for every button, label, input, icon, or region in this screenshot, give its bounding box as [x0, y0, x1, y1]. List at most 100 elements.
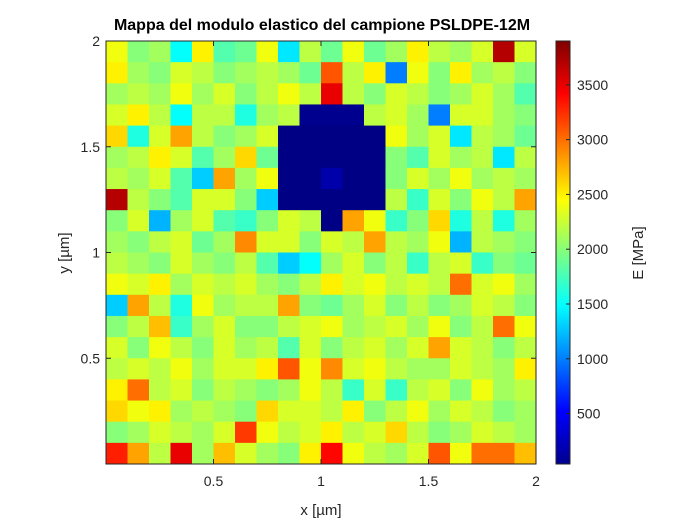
heatmap-cell — [342, 421, 365, 444]
heatmap-cell — [471, 189, 494, 211]
heatmap-cell — [450, 400, 472, 423]
heatmap-cell — [278, 252, 300, 275]
heatmap-cell — [514, 231, 537, 253]
heatmap-cell — [471, 358, 494, 380]
heatmap-cell — [342, 167, 365, 190]
y-tick-label: 0.5 — [81, 350, 101, 366]
heatmap-cell — [299, 421, 322, 444]
heatmap-cell — [192, 400, 214, 423]
heatmap-cell — [299, 167, 322, 190]
heatmap-cell — [256, 252, 279, 275]
heatmap-cell — [342, 189, 365, 211]
heatmap-cell — [235, 400, 257, 423]
heatmap-cell — [278, 273, 300, 296]
heatmap-cell — [514, 167, 537, 190]
heatmap-cell — [127, 252, 150, 275]
heatmap-cell — [428, 337, 451, 359]
heatmap-cell — [385, 358, 408, 380]
x-axis-label: x [µm] — [300, 502, 341, 519]
heatmap-cell — [278, 167, 300, 190]
heatmap-cell — [235, 358, 257, 380]
heatmap-cell — [278, 400, 300, 423]
heatmap-cell — [235, 294, 257, 317]
heatmap-cell — [213, 146, 236, 169]
heatmap-cell — [106, 83, 128, 105]
heatmap-cell — [170, 252, 193, 275]
heatmap-cell — [514, 252, 537, 275]
heatmap-cell — [514, 273, 537, 296]
heatmap-cell — [256, 294, 279, 317]
heatmap-cell — [407, 294, 429, 317]
heatmap-cell — [471, 83, 494, 105]
heatmap-cell — [471, 252, 494, 275]
heatmap-cell — [256, 41, 279, 63]
heatmap-cell — [342, 62, 365, 84]
heatmap-cell — [149, 83, 171, 105]
heatmap-cell — [385, 62, 408, 84]
heatmap-cell — [256, 358, 279, 380]
heatmap-cell — [493, 125, 515, 148]
heatmap-cell — [385, 442, 408, 465]
heatmap-cell — [364, 400, 386, 423]
heatmap-cell — [385, 210, 408, 232]
heatmap-cell — [385, 379, 408, 401]
heatmap-cell — [127, 337, 150, 359]
heatmap-cell — [342, 337, 365, 359]
heatmap-cell — [235, 146, 257, 169]
heatmap-cell — [471, 315, 494, 338]
heatmap-cell — [471, 146, 494, 169]
heatmap-cell — [213, 125, 236, 148]
heatmap-cell — [149, 167, 171, 190]
y-axis-label: y [µm] — [56, 232, 73, 273]
heatmap-cell — [256, 167, 279, 190]
heatmap-cell — [170, 379, 193, 401]
heatmap-cell — [471, 210, 494, 232]
heatmap-cell — [514, 337, 537, 359]
heatmap-cell — [342, 41, 365, 63]
heatmap-cell — [192, 146, 214, 169]
heatmap-cell — [342, 379, 365, 401]
heatmap-cell — [407, 125, 429, 148]
heatmap-cell — [192, 189, 214, 211]
heatmap-cell — [127, 231, 150, 253]
heatmap-cell — [106, 421, 128, 444]
heatmap-cell — [342, 146, 365, 169]
heatmap-cell — [407, 337, 429, 359]
x-tick-label: 1.5 — [419, 473, 439, 489]
heatmap-cell — [514, 146, 537, 169]
y-tick-label: 2 — [92, 33, 100, 49]
heatmap-cell — [192, 315, 214, 338]
colorbar-tick-label: 1500 — [577, 296, 608, 312]
heatmap-cell — [235, 273, 257, 296]
heatmap-cell — [385, 41, 408, 63]
heatmap-cell — [127, 62, 150, 84]
heatmap-cell — [493, 421, 515, 444]
heatmap-cell — [106, 41, 128, 63]
heatmap-cell — [407, 442, 429, 465]
heatmap-cell — [192, 41, 214, 63]
heatmap-cell — [278, 146, 300, 169]
heatmap-cell — [514, 400, 537, 423]
heatmap-cell — [299, 337, 322, 359]
heatmap-cell — [213, 294, 236, 317]
heatmap-cell — [493, 337, 515, 359]
y-axis-ticks: 0.5 1 1.5 2 — [81, 33, 536, 366]
heatmap-cell — [213, 62, 236, 84]
heatmap-cell — [127, 358, 150, 380]
heatmap-cell — [364, 125, 386, 148]
heatmap-cell — [364, 62, 386, 84]
heatmap-cell — [428, 379, 451, 401]
heatmap-cell — [364, 273, 386, 296]
heatmap-cell — [127, 41, 150, 63]
heatmap-cell — [278, 421, 300, 444]
heatmap-cell — [106, 400, 128, 423]
heatmap-cell — [364, 83, 386, 105]
heatmap-cell — [106, 337, 128, 359]
heatmap-cell — [170, 167, 193, 190]
heatmap-cell — [450, 210, 472, 232]
heatmap-cell — [493, 294, 515, 317]
heatmap-cell — [192, 167, 214, 190]
heatmap-cell — [256, 315, 279, 338]
heatmap-cell — [278, 104, 300, 126]
colorbar-tick-label: 1000 — [577, 351, 608, 367]
